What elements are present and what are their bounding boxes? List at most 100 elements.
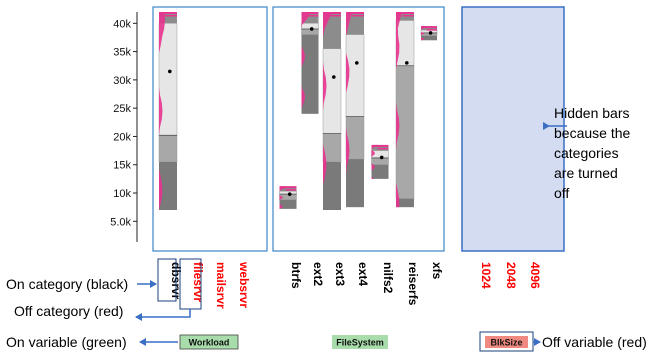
variable-button-workload[interactable]: Workload	[179, 334, 239, 350]
density-stripe	[307, 15, 319, 17]
density-stripe	[165, 15, 177, 17]
category-label-websrvr[interactable]: websrvr	[237, 261, 251, 308]
y-axis: 5.0k 10k 15k 20k 25k 30k 35k 40k	[110, 12, 138, 242]
density-stripe	[279, 186, 297, 189]
annotation-hidden-bars-line: off	[554, 185, 569, 201]
panel-frame-workload	[152, 6, 268, 252]
category-label-filesrvr[interactable]: filesrvr	[191, 262, 205, 302]
category-column-ext3[interactable]	[322, 12, 342, 210]
y-tick-label: 20k	[113, 131, 131, 143]
density-stripe	[346, 12, 364, 14]
annotation-on-variable: On variable (green)	[6, 334, 127, 350]
category-column-ext2[interactable]	[301, 12, 319, 114]
annotation-hidden-bars-line: Hidden bars	[554, 105, 630, 121]
y-tick-label: 40k	[113, 18, 131, 30]
y-tick-label: 25k	[113, 103, 131, 115]
category-column-ext4[interactable]	[345, 12, 365, 208]
category-label-1024[interactable]: 1024	[479, 262, 493, 289]
panel-frame-blksize[interactable]	[461, 6, 565, 252]
variable-button-workload-label: Workload	[189, 338, 230, 348]
variable-button-filesystem[interactable]: FileSystem	[332, 335, 388, 349]
density-stripe	[159, 12, 177, 14]
annotation-off-variable: Off variable (red)	[542, 334, 647, 350]
panel-frame-filesystem	[272, 6, 445, 252]
whisker-lower	[301, 34, 319, 114]
category-column-xfs[interactable]	[420, 26, 438, 41]
mean-marker	[168, 69, 172, 74]
y-tick-label: 30k	[113, 75, 131, 87]
whisker-lower	[323, 161, 341, 210]
y-tick-label: 15k	[113, 160, 131, 172]
annotation-off-category: Off category (red)	[14, 303, 123, 319]
category-column-nilfs2[interactable]	[371, 144, 389, 179]
variable-button-filesystem-label: FileSystem	[336, 338, 384, 348]
y-tick-label: 10k	[113, 188, 131, 200]
density-stripe	[371, 144, 389, 147]
annotation-on-category: On category (black)	[6, 276, 128, 292]
mean-marker	[309, 27, 314, 31]
whisker-upper	[159, 12, 177, 24]
on-category-highlight	[157, 258, 177, 302]
category-label-nilfs2[interactable]: nilfs2	[381, 262, 395, 294]
whisker-lower	[421, 35, 437, 41]
whisker-lower	[371, 164, 389, 179]
category-label-btrfs[interactable]: btrfs	[289, 262, 303, 289]
mean-marker	[355, 61, 359, 65]
category-label-2048[interactable]: 2048	[504, 262, 518, 289]
whisker-upper	[301, 12, 319, 24]
y-tick-label: 35k	[113, 47, 131, 59]
category-label-ext3[interactable]: ext3	[333, 262, 347, 286]
density-shape	[279, 186, 286, 209]
density-stripe	[301, 12, 319, 14]
category-column-btrfs[interactable]	[279, 186, 297, 209]
whisker-upper	[279, 186, 297, 192]
density-stripe	[323, 12, 341, 14]
density-stripe	[329, 15, 341, 17]
density-shape	[346, 12, 353, 208]
density-shape	[371, 144, 378, 179]
annotation-hidden-bars-line: because the	[554, 125, 630, 141]
density-shape	[301, 12, 311, 114]
variable-button-blksize-label: BlkSize	[490, 338, 522, 348]
category-column-reiserfs[interactable]	[395, 12, 415, 208]
box-upper	[301, 23, 319, 30]
variable-button-blksize-bg	[485, 336, 528, 348]
whisker-upper	[371, 144, 389, 151]
category-label-reiserfs[interactable]: reiserfs	[406, 262, 420, 306]
variable-button-filesystem-bg	[332, 335, 388, 349]
density-shape	[396, 12, 402, 208]
annotation-hidden-bars: Hidden bars because the categories are t…	[554, 105, 634, 201]
category-label-ext4[interactable]: ext4	[356, 262, 370, 286]
density-stripe	[285, 189, 297, 191]
category-column-dbsrvr[interactable]	[158, 12, 178, 210]
whisker-lower	[159, 161, 177, 210]
density-stripe	[426, 29, 437, 31]
box-lower	[371, 157, 389, 165]
density-stripe	[377, 147, 389, 150]
category-label-4096[interactable]: 4096	[528, 262, 542, 289]
density-stripe	[352, 15, 364, 17]
density-stripe	[421, 26, 437, 29]
box-lower	[158, 135, 178, 163]
variable-button-blksize[interactable]: BlkSize	[479, 331, 534, 352]
box-lower	[301, 28, 319, 35]
annotation-off-category-arrow	[135, 309, 191, 321]
density-shape	[323, 12, 333, 210]
density-shape	[421, 26, 427, 41]
mean-marker	[332, 75, 336, 79]
whisker-lower	[396, 198, 414, 208]
whisker-lower	[279, 199, 297, 209]
annotation-hidden-bars-line: categories	[554, 145, 619, 161]
category-label-mailsrvr[interactable]: mailsrvr	[214, 262, 228, 309]
density-shape	[159, 12, 165, 210]
mean-marker	[428, 31, 433, 35]
mean-marker	[405, 61, 409, 65]
y-tick-label: 5.0k	[110, 216, 131, 228]
mean-marker	[287, 192, 292, 196]
category-label-xfs[interactable]: xfs	[430, 262, 444, 280]
density-stripe	[396, 12, 414, 14]
whisker-lower	[346, 159, 364, 208]
category-label-ext2[interactable]: ext2	[311, 262, 325, 286]
